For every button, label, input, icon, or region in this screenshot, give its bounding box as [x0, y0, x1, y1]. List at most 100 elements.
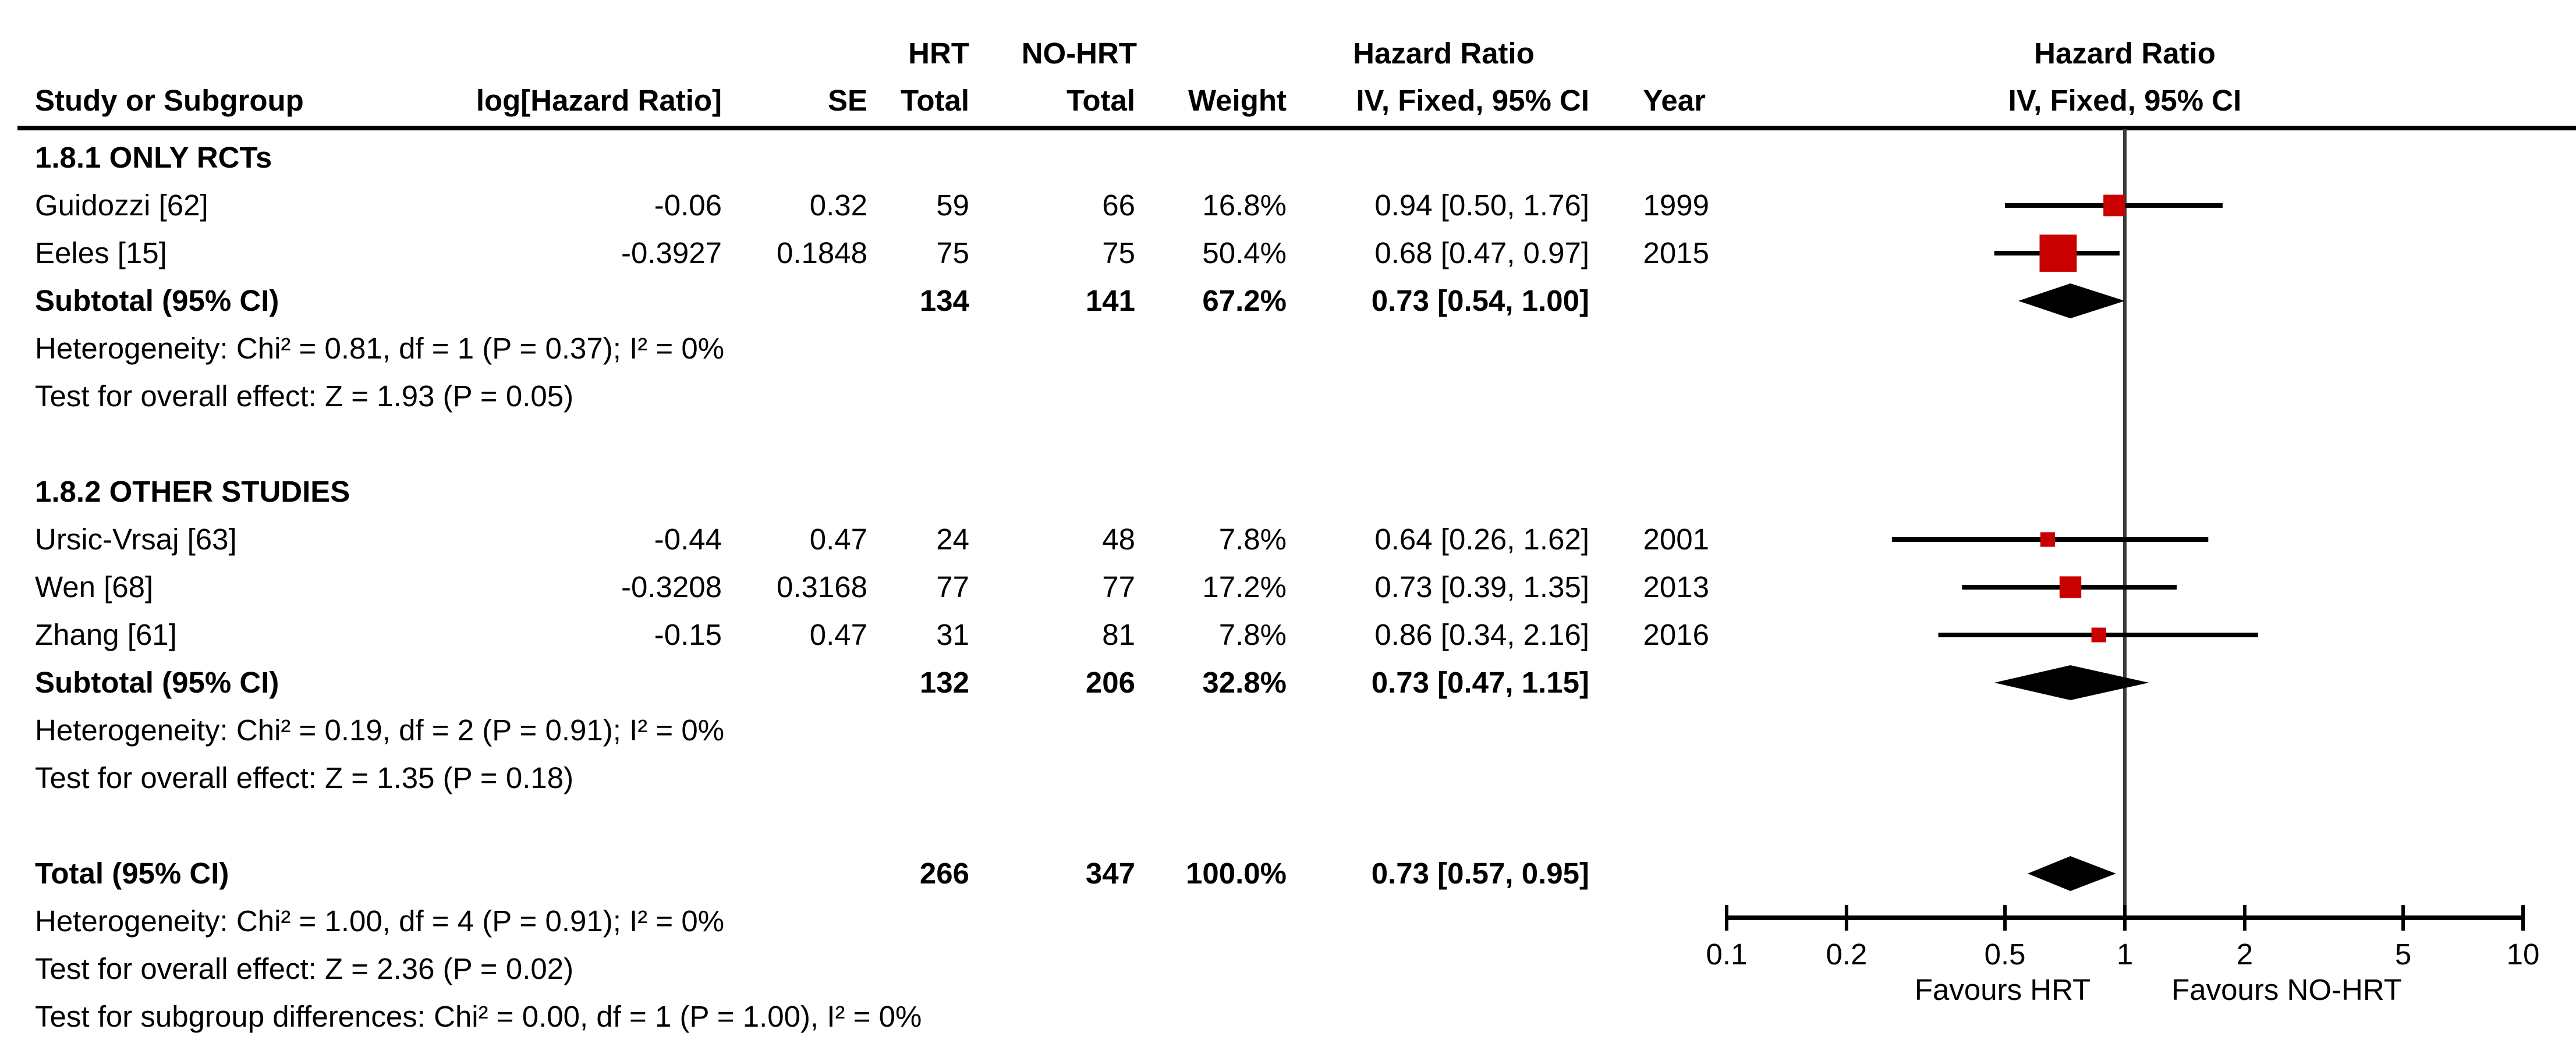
col-header-hazard-ratio: Hazard Ratio: [1353, 37, 1535, 70]
hrt-total: 77: [936, 570, 969, 604]
study-row: Wen [68] -0.3208 0.3168 77 77 17.2% 0.73…: [0, 563, 2576, 611]
study-label: Wen [68]: [35, 570, 154, 604]
loghr-value: -0.3208: [621, 570, 722, 604]
favours-right-label: Favours NO-HRT: [2171, 973, 2402, 1006]
weight-value: 67.2%: [1202, 284, 1287, 317]
se-value: 0.3168: [777, 570, 867, 604]
loghr-value: -0.3927: [621, 236, 722, 269]
se-value: 0.1848: [777, 236, 867, 269]
weight-value: 50.4%: [1202, 236, 1287, 269]
study-label: Eeles [15]: [35, 236, 167, 269]
loghr-value: -0.15: [654, 618, 722, 651]
plot-header-hazard-ratio: Hazard Ratio: [2034, 37, 2216, 70]
ci-value: 0.68 [0.47, 0.97]: [1374, 236, 1589, 269]
subtotal-label: Subtotal (95% CI): [35, 284, 279, 317]
ci-value: 0.73 [0.39, 1.35]: [1374, 570, 1589, 604]
pooled-diamond: [1994, 665, 2149, 700]
study-row: Zhang [61] -0.15 0.47 31 81 7.8% 0.86 [0…: [0, 611, 2576, 659]
x-axis-tick-label: 5: [2395, 938, 2411, 971]
ci-value: 0.86 [0.34, 2.16]: [1374, 618, 1589, 651]
ci-value: 0.73 [0.54, 1.00]: [1371, 284, 1589, 317]
hrt-total: 75: [936, 236, 969, 269]
hrt-total: 59: [936, 189, 969, 222]
loghr-value: -0.44: [654, 523, 722, 556]
x-axis-tick-label: 10: [2507, 938, 2540, 971]
study-label: Zhang [61]: [35, 618, 177, 651]
subgroup-title: 1.8.1 ONLY RCTs: [35, 141, 272, 174]
col-header-no-hrt: NO-HRT: [1021, 37, 1137, 70]
nohrt-total: 66: [1102, 189, 1135, 222]
heterogeneity-note: Heterogeneity: Chi² = 0.19, df = 2 (P = …: [35, 714, 725, 747]
overall-effect-note: Test for overall effect: Z = 1.93 (P = 0…: [35, 379, 574, 413]
hrt-total: 266: [919, 857, 969, 890]
col-header-total-nohrt: Total: [1066, 84, 1135, 117]
study-row: Guidozzi [62] -0.06 0.32 59 66 16.8% 0.9…: [0, 182, 2576, 229]
weight-value: 32.8%: [1202, 666, 1287, 699]
subtotal-label: Subtotal (95% CI): [35, 666, 279, 699]
x-axis-tick-label: 1: [2117, 938, 2133, 971]
weight-value: 16.8%: [1202, 189, 1287, 222]
nohrt-total: 141: [1085, 284, 1135, 317]
se-value: 0.32: [809, 189, 867, 222]
se-value: 0.47: [809, 523, 867, 556]
year-value: 2001: [1643, 523, 1709, 556]
total-label: Total (95% CI): [35, 857, 229, 890]
x-axis-tick-label: 0.5: [1985, 938, 2026, 971]
effect-square: [2091, 627, 2106, 643]
nohrt-total: 81: [1102, 618, 1135, 651]
col-header-year: Year: [1643, 84, 1706, 117]
subgroup-title: 1.8.2 OTHER STUDIES: [35, 475, 350, 508]
header-rule: [17, 126, 2576, 130]
subgroup-differences-note: Test for subgroup differences: Chi² = 0.…: [35, 1000, 922, 1033]
nohrt-total: 77: [1102, 570, 1135, 604]
plot-header-iv-fixed: IV, Fixed, 95% CI: [2008, 84, 2242, 117]
hrt-total: 134: [919, 284, 969, 317]
nohrt-total: 206: [1085, 666, 1135, 699]
effect-square: [2040, 532, 2055, 547]
heterogeneity-note: Heterogeneity: Chi² = 1.00, df = 4 (P = …: [35, 904, 725, 938]
year-value: 2015: [1643, 236, 1709, 269]
col-header-hrt: HRT: [908, 37, 969, 70]
weight-value: 17.2%: [1202, 570, 1287, 604]
table-body: 1.8.1 ONLY RCTs Guidozzi [62] -0.06 0.32…: [0, 134, 2576, 1041]
pooled-diamond: [2018, 283, 2125, 318]
favours-left-label: Favours HRT: [1915, 973, 2090, 1006]
study-label: Ursic-Vrsaj [63]: [35, 523, 237, 556]
col-header-se: SE: [827, 84, 867, 117]
col-header-loghr: log[Hazard Ratio]: [476, 84, 722, 117]
hrt-total: 132: [919, 666, 969, 699]
ci-value: 0.94 [0.50, 1.76]: [1374, 189, 1589, 222]
col-header-study: Study or Subgroup: [35, 84, 304, 117]
x-axis-tick-label: 2: [2237, 938, 2253, 971]
ci-value: 0.73 [0.47, 1.15]: [1371, 666, 1589, 699]
total-row: Total (95% CI) 266 347 100.0% 0.73 [0.57…: [0, 850, 2576, 897]
hrt-total: 24: [936, 523, 969, 556]
overall-effect-note: Test for overall effect: Z = 2.36 (P = 0…: [35, 952, 574, 985]
col-header-weight: Weight: [1188, 84, 1287, 117]
effect-square: [2059, 576, 2082, 598]
study-label: Guidozzi [62]: [35, 189, 208, 222]
effect-square: [2039, 235, 2077, 272]
weight-value: 7.8%: [1218, 523, 1287, 556]
loghr-value: -0.06: [654, 189, 722, 222]
subtotal-row: Subtotal (95% CI) 134 141 67.2% 0.73 [0.…: [0, 277, 2576, 325]
year-value: 2016: [1643, 618, 1709, 651]
year-value: 1999: [1643, 189, 1709, 222]
ci-value: 0.73 [0.57, 0.95]: [1371, 857, 1589, 890]
study-row: Eeles [15] -0.3927 0.1848 75 75 50.4% 0.…: [0, 229, 2576, 277]
weight-value: 100.0%: [1186, 857, 1287, 890]
x-axis-tick-label: 0.2: [1826, 938, 1867, 971]
year-value: 2013: [1643, 570, 1709, 604]
nohrt-total: 75: [1102, 236, 1135, 269]
heterogeneity-note: Heterogeneity: Chi² = 0.81, df = 1 (P = …: [35, 332, 725, 365]
se-value: 0.47: [809, 618, 867, 651]
hrt-total: 31: [936, 618, 969, 651]
subtotal-row: Subtotal (95% CI) 132 206 32.8% 0.73 [0.…: [0, 659, 2576, 707]
effect-square: [2103, 194, 2125, 217]
study-row: Ursic-Vrsaj [63] -0.44 0.47 24 48 7.8% 0…: [0, 516, 2576, 563]
x-axis-tick-label: 0.1: [1706, 938, 1748, 971]
weight-value: 7.8%: [1218, 618, 1287, 651]
pooled-diamond: [2028, 856, 2116, 891]
